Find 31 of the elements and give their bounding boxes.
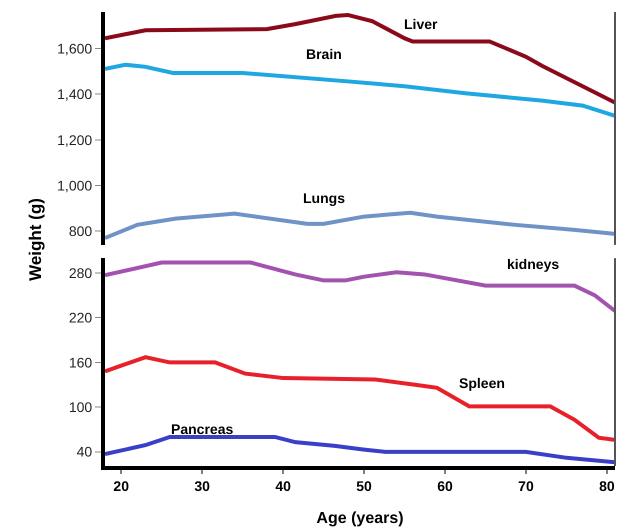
y-tick-label: 800 bbox=[68, 223, 92, 240]
x-tick-label: 30 bbox=[194, 478, 210, 494]
line-series bbox=[105, 12, 615, 105]
x-tick-label: 70 bbox=[518, 478, 534, 494]
line-series bbox=[105, 62, 615, 118]
series-label: Spleen bbox=[459, 375, 505, 391]
y-tick-label: 1,600 bbox=[57, 40, 92, 56]
series-label: Brain bbox=[306, 46, 342, 62]
x-tick-label: 20 bbox=[113, 478, 130, 494]
y-tick-label: 160 bbox=[68, 354, 92, 370]
series-label: Lungs bbox=[303, 190, 346, 206]
y-tick-label: 100 bbox=[68, 399, 92, 416]
x-tick-label: 80 bbox=[599, 478, 615, 494]
line-series bbox=[105, 210, 615, 240]
y-tick-label: 220 bbox=[68, 310, 92, 326]
series-label: Pancreas bbox=[171, 421, 234, 437]
y-tick-label: 1,000 bbox=[57, 177, 92, 194]
line-series bbox=[105, 434, 615, 464]
y-tick-label: 1,200 bbox=[57, 132, 92, 148]
y-tick-label: 40 bbox=[76, 444, 92, 460]
x-axis-title: Age (years) bbox=[316, 510, 404, 527]
x-tick-label: 40 bbox=[275, 478, 292, 494]
y-tick-label: 1,400 bbox=[57, 86, 92, 102]
line-series bbox=[105, 355, 615, 442]
y-axis-title: Weight (g) bbox=[26, 198, 45, 281]
x-tick-label: 60 bbox=[437, 478, 453, 494]
line-series bbox=[105, 260, 615, 313]
y-tick-label: 280 bbox=[68, 264, 92, 281]
x-tick-label: 50 bbox=[356, 478, 372, 494]
series-label: kidneys bbox=[507, 256, 560, 272]
series-label: Liver bbox=[404, 16, 438, 32]
